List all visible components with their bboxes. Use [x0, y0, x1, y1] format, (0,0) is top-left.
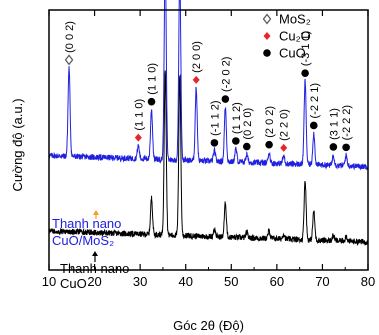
cu2o-marker — [134, 133, 142, 142]
peak-hkl-label: (2 0 2) — [264, 106, 276, 138]
x-tick-label: 10 — [42, 274, 56, 289]
peak-hkl-label: (2 0 0) — [191, 41, 203, 73]
x-tick-label: 30 — [133, 274, 147, 289]
series-label-line: CuO — [60, 276, 87, 291]
series-label-line: CuO/MoS₂ — [52, 233, 114, 248]
legend: MoS₂ Cu₂O CuO — [262, 12, 311, 61]
mos2-marker — [262, 13, 272, 25]
cuo-marker — [263, 49, 271, 57]
legend-label: MoS₂ — [279, 12, 311, 27]
series-arrow-head — [92, 251, 98, 256]
x-tick-label: 60 — [270, 274, 284, 289]
legend-label: CuO — [279, 46, 306, 61]
peak-hkl-label: (1 1 0) — [147, 63, 159, 95]
series-trace — [48, 0, 369, 171]
cu2o-marker — [280, 143, 288, 152]
x-axis-label: Góc 2θ (Độ) — [173, 318, 244, 333]
series-label-line: Thanh nano — [52, 216, 121, 231]
annotations-layer: (0 0 2)(1 1 0)(1 1 0)(-1 1 1)(1 1 1)(2 0… — [64, 21, 353, 152]
peak-hkl-label: (1 1 2) — [231, 102, 243, 134]
x-tick-label: 20 — [87, 274, 101, 289]
cuo-marker — [232, 137, 240, 145]
legend-label: Cu₂O — [279, 29, 311, 44]
cuo-marker — [242, 142, 251, 151]
peak-hkl-label: (-2 0 2) — [220, 57, 232, 92]
cuo-marker — [210, 139, 219, 147]
peak-hkl-label: (1 1 0) — [133, 99, 145, 131]
peak-hkl-label: (0 0 2) — [64, 21, 76, 53]
cuo-marker — [221, 95, 230, 103]
x-tick-label: 80 — [361, 274, 375, 289]
series-trace — [48, 70, 369, 247]
cuo-marker — [329, 143, 338, 151]
x-tick-label: 70 — [315, 274, 329, 289]
cu2o-marker — [192, 75, 200, 84]
peak-hkl-label: (-3 1 1) — [300, 31, 312, 66]
x-tick-label: 50 — [224, 274, 238, 289]
series-arrow-head — [93, 210, 99, 215]
x-axis: 10 20 30 40 50 60 70 80 — [42, 10, 375, 289]
cuo-marker — [342, 143, 350, 152]
peak-hkl-label: (-2 2 1) — [309, 83, 321, 118]
peak-hkl-label: (2 2 0) — [279, 109, 291, 141]
cuo-marker — [301, 69, 309, 77]
peak-hkl-label: (-2 2 2) — [341, 105, 353, 140]
cu2o-marker — [263, 32, 271, 40]
traces-layer — [48, 0, 369, 247]
peak-hkl-label: (0 2 0) — [242, 108, 254, 140]
peak-hkl-label: (3 1 1) — [328, 108, 340, 140]
peak-hkl-label: (-1 1 2) — [209, 100, 221, 135]
plot-frame — [48, 9, 369, 271]
y-axis-label: Cường độ (a.u.) — [10, 98, 25, 191]
mos2-marker — [64, 54, 74, 66]
cuo-marker — [309, 121, 318, 130]
cuo-marker — [265, 140, 273, 149]
series-label-line: Thanh nano — [60, 261, 129, 276]
x-tick-label: 40 — [178, 274, 192, 289]
cuo-marker — [147, 97, 156, 106]
